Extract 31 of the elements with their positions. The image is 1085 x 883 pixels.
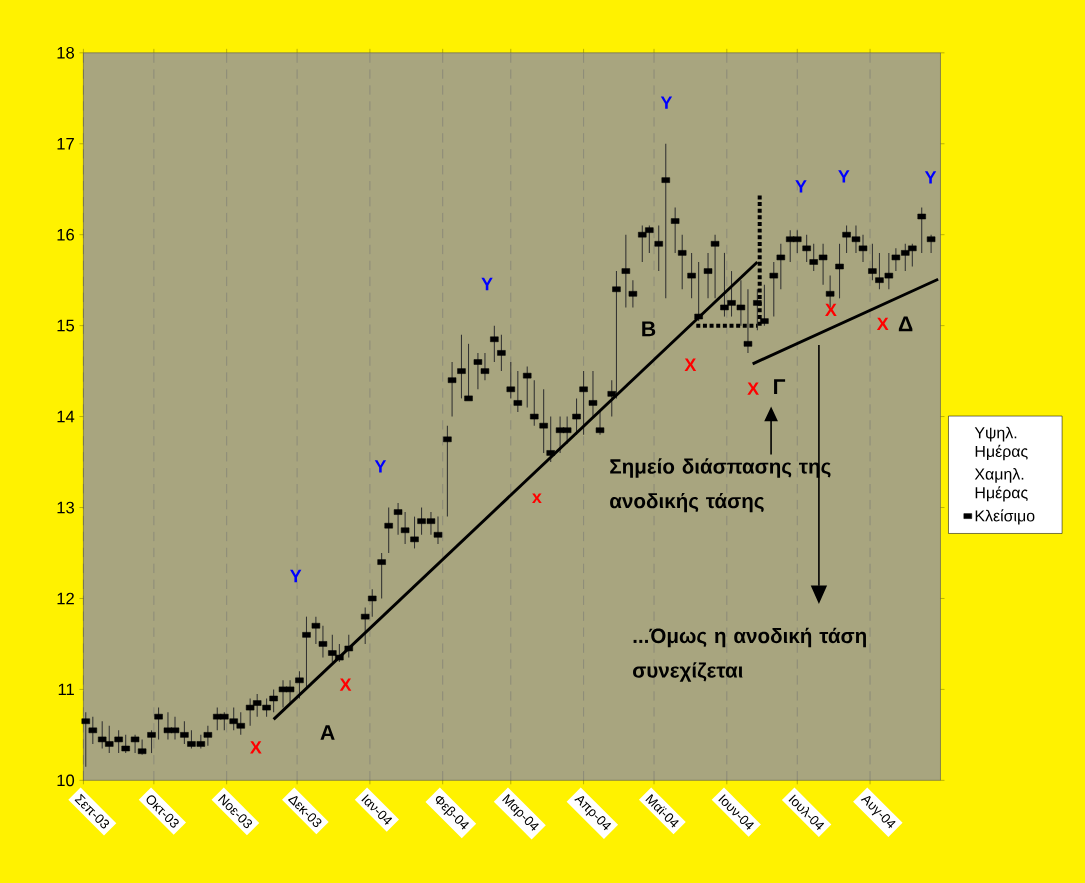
annotation: Y [481, 277, 493, 291]
text: Χαμηλ. Ημέρας [974, 468, 1028, 502]
y-tick-label: 16 [57, 228, 74, 241]
text: Υψηλ. Ημέρας [974, 426, 1028, 461]
annotation: Y [660, 96, 673, 109]
annotation: B [642, 321, 656, 337]
annotation: x [532, 493, 542, 504]
annotation: X [339, 678, 352, 691]
y-tick-label: 14 [57, 410, 75, 423]
y-tick-label: 18 [57, 46, 75, 59]
annotation: A [320, 725, 335, 740]
y-tick-label: 12 [57, 592, 74, 605]
y-tick-label: 11 [58, 683, 74, 696]
annotation: X [684, 358, 697, 371]
annotation: X [250, 741, 262, 754]
annotation: Y [290, 569, 302, 583]
legend-label: Κλείσιμο [975, 509, 1035, 525]
annotation: Y [374, 460, 387, 473]
y-tick-label: 13 [57, 501, 74, 514]
annotation: Y [838, 170, 850, 183]
annotation: X [876, 317, 889, 331]
annotation: X [825, 303, 837, 317]
annotation: Y [924, 171, 937, 184]
y-tick-label: 10 [57, 774, 75, 787]
annotation: Γ [774, 379, 786, 394]
annotation: ...Όμως η ανοδική τάση συνεχίζεται [633, 627, 866, 682]
y-tick-label: 15 [57, 319, 75, 332]
y-tick-label: 17 [57, 138, 74, 150]
annotation: Δ [898, 316, 913, 332]
annotation: X [747, 382, 759, 395]
annotation: Y [795, 180, 807, 193]
